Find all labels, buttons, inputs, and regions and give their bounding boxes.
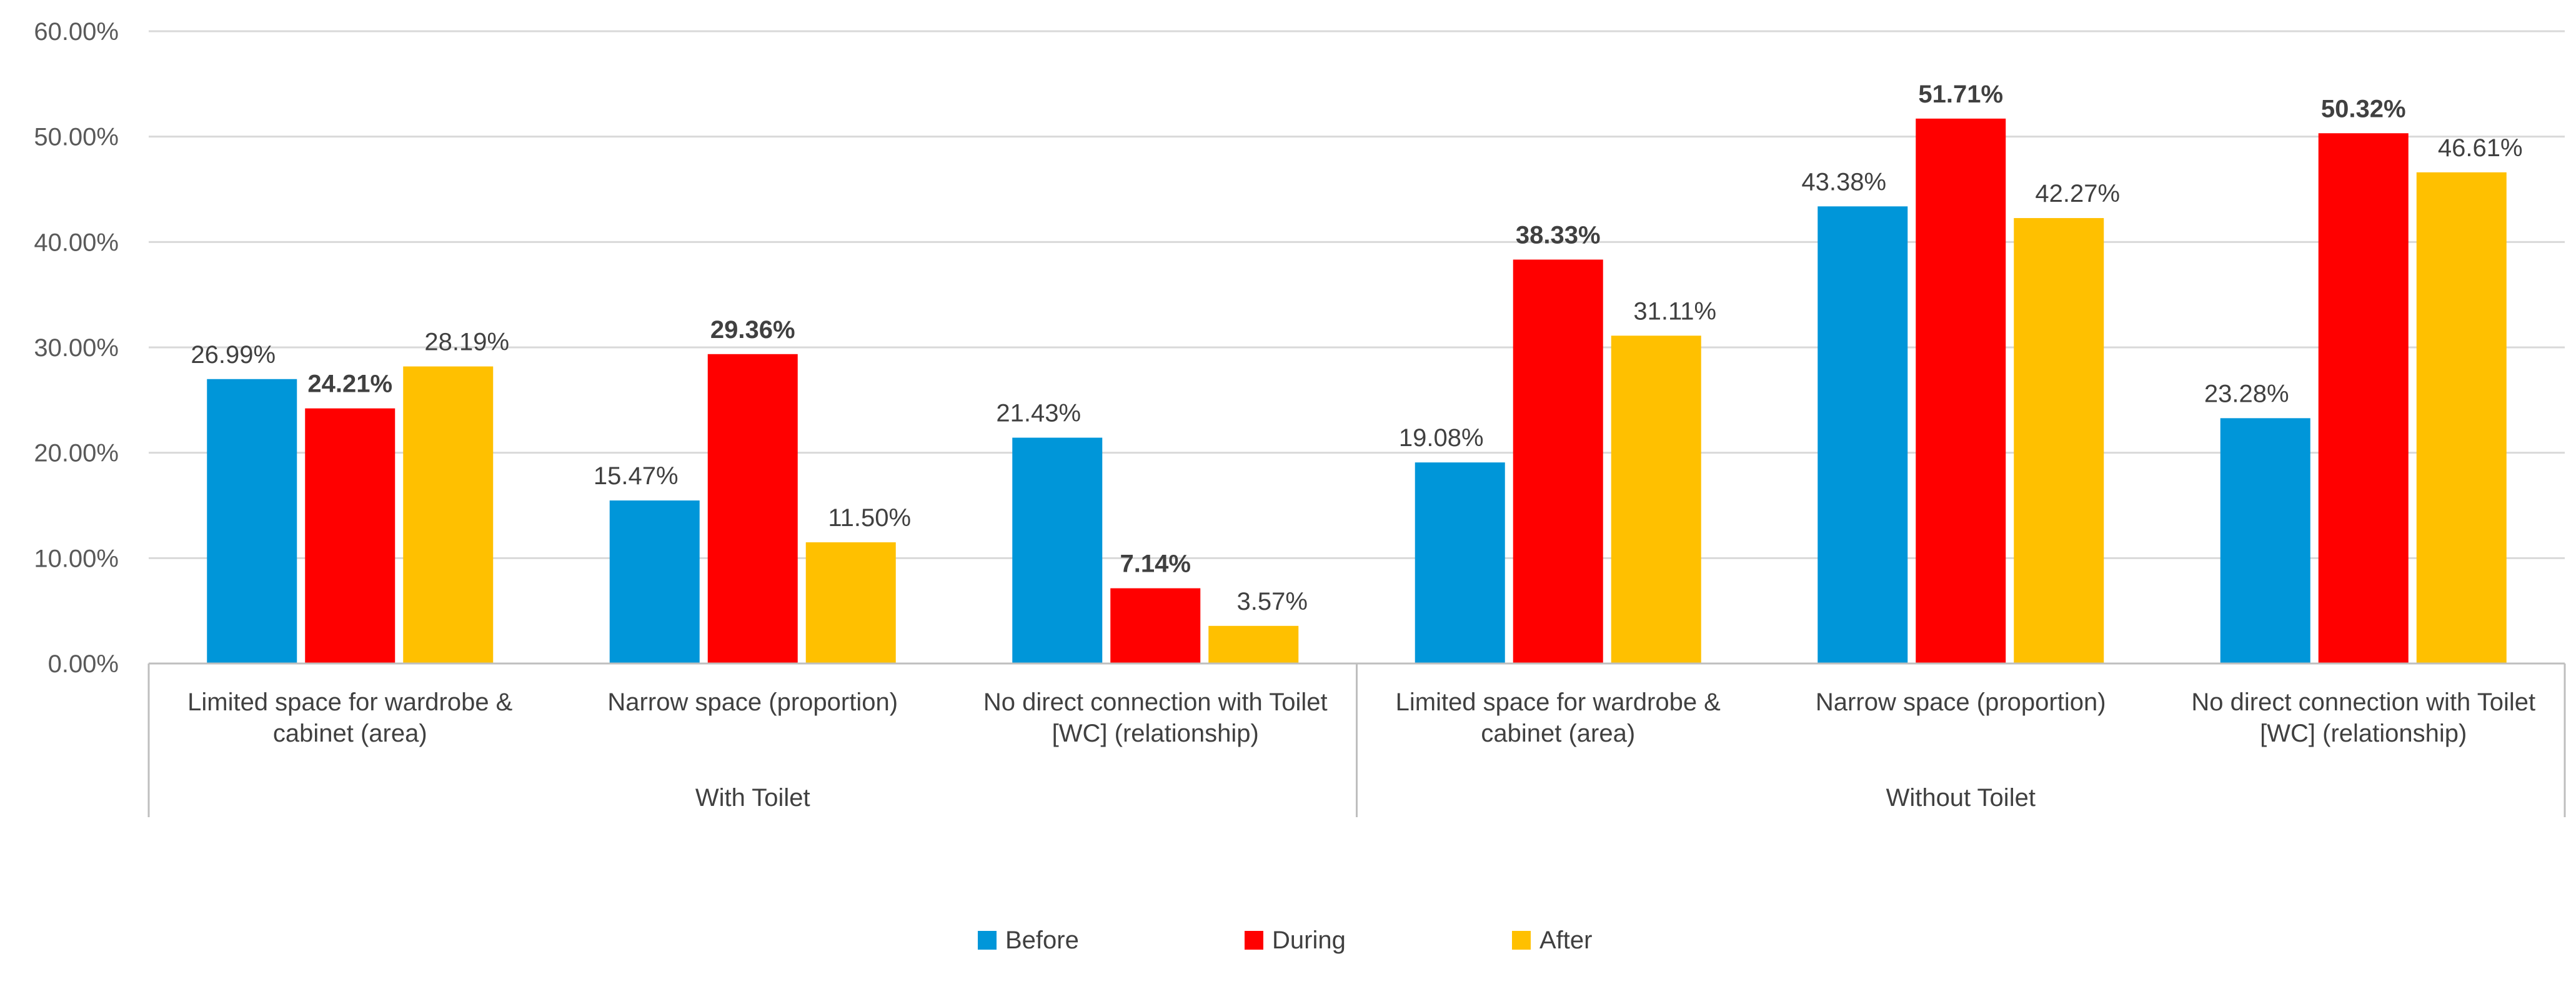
data-label: 38.33%: [1516, 222, 1601, 249]
y-tick-label: 0.00%: [48, 650, 119, 678]
bar-during: [707, 354, 798, 663]
x-category-label: Limited space for wardrobe &: [1396, 688, 1721, 716]
data-label: 21.43%: [996, 400, 1081, 427]
data-label: 31.11%: [1633, 297, 1716, 325]
x-category-label: [WC] (relationship): [1052, 720, 1259, 747]
y-tick-label: 20.00%: [34, 440, 119, 467]
legend-swatch-before: [978, 931, 997, 950]
bar-after: [805, 542, 896, 663]
data-label: 42.27%: [2035, 180, 2120, 207]
bar-during: [305, 408, 395, 663]
x-category-label: No direct connection with Toilet: [983, 688, 1328, 716]
data-label: 24.21%: [307, 370, 392, 398]
legend-swatch-during: [1245, 931, 1263, 950]
bar-during: [1513, 259, 1603, 663]
bar-during: [1110, 588, 1201, 663]
legend-label-during: During: [1272, 927, 1346, 954]
data-label: 15.47%: [594, 462, 679, 490]
bar-before: [1415, 462, 1505, 663]
x-group-label: Without Toilet: [1886, 784, 2036, 812]
legend-label-before: Before: [1005, 927, 1079, 954]
bar-after: [2014, 218, 2104, 663]
data-label: 46.61%: [2438, 134, 2523, 162]
x-category-label: cabinet (area): [1481, 720, 1635, 747]
legend-label-after: After: [1539, 927, 1592, 954]
x-group-label: With Toilet: [695, 784, 810, 812]
legend-swatch-after: [1512, 931, 1531, 950]
data-label: 11.50%: [828, 504, 911, 532]
bar-before: [207, 379, 297, 663]
data-label: 28.19%: [424, 329, 509, 356]
x-category-label: No direct connection with Toilet: [2191, 688, 2535, 716]
data-label: 23.28%: [2204, 380, 2289, 407]
data-label: 43.38%: [1801, 168, 1886, 196]
bar-after: [1611, 335, 1701, 663]
data-label: 29.36%: [710, 316, 795, 344]
data-label: 19.08%: [1399, 424, 1484, 452]
bar-before: [609, 500, 700, 663]
bar-during: [1916, 118, 2006, 664]
y-tick-label: 50.00%: [34, 124, 119, 151]
x-category-label: cabinet (area): [273, 720, 427, 747]
y-tick-label: 10.00%: [34, 545, 119, 572]
data-label: 3.57%: [1237, 588, 1308, 615]
y-tick-label: 40.00%: [34, 229, 119, 256]
data-label: 26.99%: [191, 341, 276, 369]
x-category-label: Narrow space (proportion): [607, 688, 898, 716]
x-category-label: Limited space for wardrobe &: [187, 688, 513, 716]
bar-before: [1012, 437, 1103, 663]
bar-before: [1818, 206, 1908, 664]
bar-during: [2318, 133, 2409, 663]
data-label: 50.32%: [2321, 95, 2406, 122]
bar-after: [2416, 172, 2507, 663]
x-category-label: [WC] (relationship): [2260, 720, 2467, 747]
y-tick-label: 30.00%: [34, 334, 119, 362]
y-tick-label: 60.00%: [34, 18, 119, 46]
data-label: 7.14%: [1120, 550, 1191, 578]
bar-before: [2220, 418, 2310, 663]
x-category-label: Narrow space (proportion): [1816, 688, 2106, 716]
bar-after: [403, 366, 494, 663]
data-label: 51.71%: [1918, 81, 2003, 108]
bar-after: [1208, 625, 1299, 663]
